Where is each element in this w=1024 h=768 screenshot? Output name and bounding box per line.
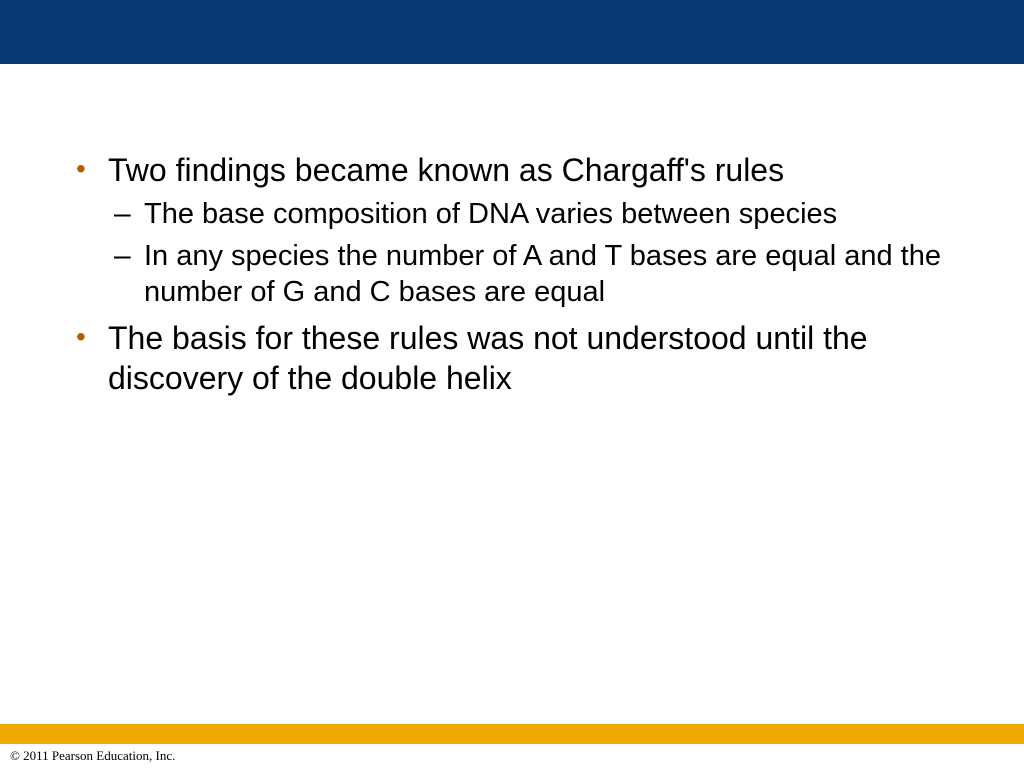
- bullet-text: Two findings became known as Chargaff's …: [108, 152, 784, 188]
- list-item: Two findings became known as Chargaff's …: [64, 150, 976, 310]
- content-area: Two findings became known as Chargaff's …: [64, 150, 976, 406]
- list-item: The basis for these rules was not unders…: [64, 318, 976, 398]
- top-bar: [0, 0, 1024, 64]
- list-item: The base composition of DNA varies betwe…: [108, 196, 976, 232]
- bullet-text: In any species the number of A and T bas…: [144, 240, 941, 308]
- copyright-text: © 2011 Pearson Education, Inc.: [10, 748, 175, 764]
- bullet-list-level2: The base composition of DNA varies betwe…: [108, 196, 976, 310]
- bullet-text: The basis for these rules was not unders…: [108, 320, 868, 396]
- bullet-text: The base composition of DNA varies betwe…: [144, 198, 837, 230]
- bullet-list-level1: Two findings became known as Chargaff's …: [64, 150, 976, 398]
- bottom-bar: [0, 724, 1024, 744]
- slide: Two findings became known as Chargaff's …: [0, 0, 1024, 768]
- list-item: In any species the number of A and T bas…: [108, 238, 976, 310]
